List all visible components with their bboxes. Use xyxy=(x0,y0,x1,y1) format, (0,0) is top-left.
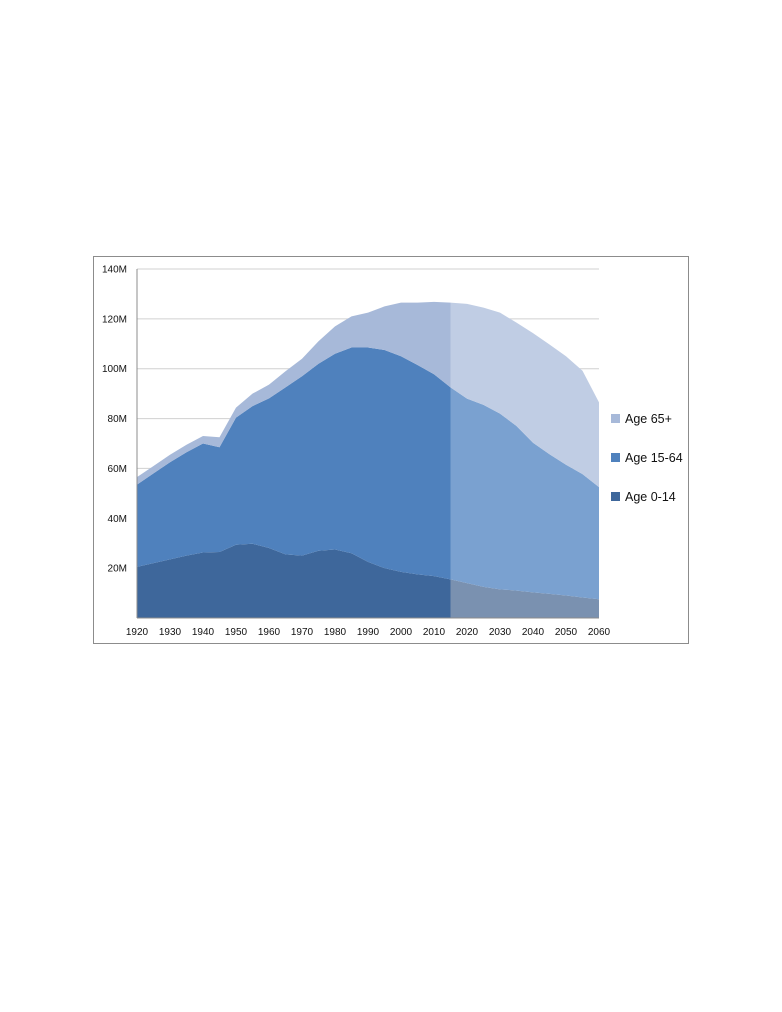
x-tick-label: 2000 xyxy=(390,627,413,638)
area-age-65plus-projection xyxy=(450,302,599,488)
legend-swatch-age-15-64 xyxy=(611,453,620,462)
y-tick-label: 140M xyxy=(102,265,127,276)
y-tick-label: 40M xyxy=(108,514,127,525)
x-tick-label: 1950 xyxy=(225,627,248,638)
x-tick-label: 2030 xyxy=(489,627,512,638)
x-tick-label: 1960 xyxy=(258,627,281,638)
area-age-15-64-projection xyxy=(450,387,599,600)
area-age-65plus xyxy=(137,301,451,485)
area-age-0-14-projection xyxy=(450,579,599,618)
x-tick-label: 2040 xyxy=(522,627,545,638)
x-tick-label: 1930 xyxy=(159,627,182,638)
area-age-15-64 xyxy=(137,347,451,580)
axes xyxy=(136,269,599,619)
x-tick-label: 1980 xyxy=(324,627,347,638)
legend: Age 65+ Age 15-64 Age 0-14 xyxy=(611,412,683,504)
y-tick-label: 60M xyxy=(108,464,127,475)
x-tick-label: 1920 xyxy=(126,627,149,638)
area-series xyxy=(137,301,599,618)
legend-swatch-age-65plus xyxy=(611,414,620,423)
x-tick-label: 2010 xyxy=(423,627,446,638)
population-area-chart: 140M 120M 100M 80M 60M 40M 20M 1920 1930 1940 195… xyxy=(102,265,683,639)
area-age-0-14 xyxy=(137,543,451,618)
legend-label-age-0-14: Age 0-14 xyxy=(625,490,676,504)
legend-swatch-age-0-14 xyxy=(611,492,620,501)
x-tick-label: 1940 xyxy=(192,627,215,638)
x-tick-label: 1970 xyxy=(291,627,314,638)
chart-frame: 140M 120M 100M 80M 60M 40M 20M 1920 1930 1940 195… xyxy=(93,256,689,644)
x-tick-label: 2060 xyxy=(588,627,611,638)
y-tick-label: 120M xyxy=(102,314,127,325)
legend-label-age-65plus: Age 65+ xyxy=(625,412,672,426)
x-tick-label: 2050 xyxy=(555,627,578,638)
x-tick-label: 1990 xyxy=(357,627,380,638)
y-tick-labels: 140M 120M 100M 80M 60M 40M 20M xyxy=(102,265,127,575)
y-tick-label: 80M xyxy=(108,414,127,425)
x-tick-label: 2020 xyxy=(456,627,479,638)
y-tick-label: 20M xyxy=(108,564,127,575)
x-tick-labels: 1920 1930 1940 1950 1960 1970 1980 1990 2000 2010… xyxy=(126,627,611,638)
y-tick-label: 100M xyxy=(102,364,127,375)
legend-label-age-15-64: Age 15-64 xyxy=(625,451,683,465)
